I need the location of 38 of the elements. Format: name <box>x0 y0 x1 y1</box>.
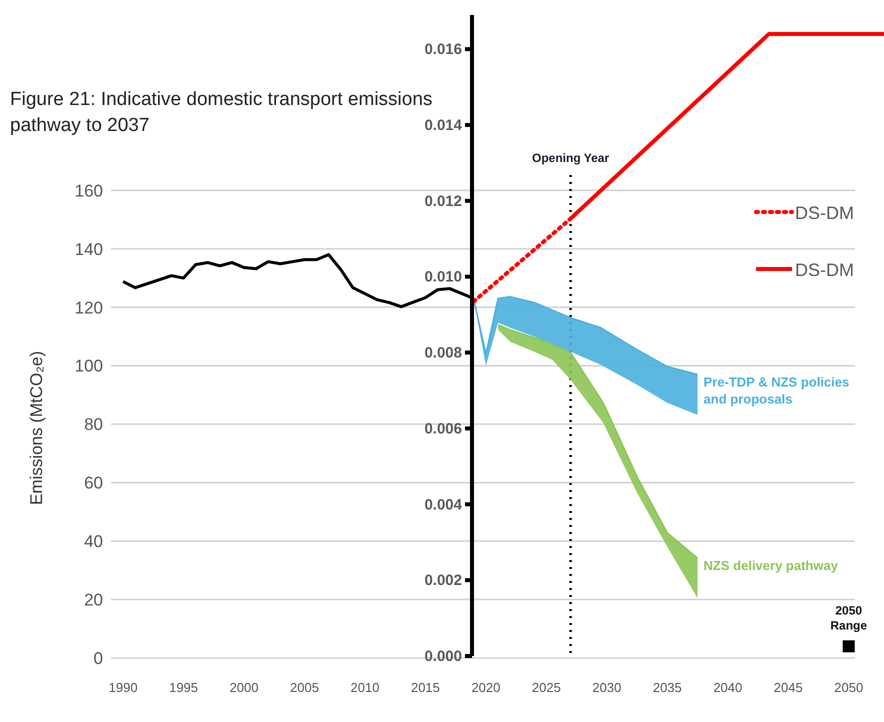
series-label: 2050 Range <box>830 603 868 632</box>
series-label: Pre-TDP & NZS policies and proposals <box>704 374 850 407</box>
x-tick-label: 2010 <box>350 680 380 695</box>
x-tick-label: 1995 <box>169 680 198 695</box>
legend-label: DS-DM <box>795 260 854 280</box>
x-tick-label: 2045 <box>774 680 803 695</box>
x-tick-label: 2015 <box>410 680 440 695</box>
y-tick-label: 20 <box>84 590 103 610</box>
x-tick-label: 2050 <box>834 680 864 695</box>
x-tick-label: 2005 <box>290 680 319 695</box>
y-tick-label: 100 <box>74 356 103 376</box>
y2-tick-label: 0.010 <box>424 268 462 286</box>
x-tick-label: 2035 <box>652 680 682 695</box>
y2-tick-label: 0.012 <box>424 192 462 210</box>
y-tick-label: 160 <box>74 181 103 200</box>
x-tick-label: 2025 <box>532 680 561 695</box>
y-axis-title: Emissions (MtCO₂e) <box>27 351 46 505</box>
x-tick-label: 2000 <box>230 680 258 695</box>
legend-label: DS-DM <box>795 203 854 223</box>
y2-tick-label: 0.004 <box>424 496 463 514</box>
series-label: NZS delivery pathway <box>704 558 839 574</box>
x-tick-label: 2030 <box>592 680 622 695</box>
y2-tick-label: 0.006 <box>424 420 462 438</box>
y2-tick-label: 0.014 <box>424 116 463 134</box>
y2-tick-label: 0.016 <box>424 41 462 58</box>
y-tick-label: 60 <box>84 474 103 493</box>
y-tick-label: 40 <box>84 532 103 552</box>
x-tick-label: 1990 <box>108 680 138 695</box>
x-tick-label: 2020 <box>471 680 500 695</box>
y-tick-label: 140 <box>74 240 103 259</box>
y2-tick-label: 0.000 <box>424 648 462 665</box>
y-tick-label: 80 <box>84 415 103 434</box>
y-tick-label: 120 <box>74 298 103 318</box>
x-tick-label: 2040 <box>713 680 742 695</box>
y2-tick-label: 0.002 <box>424 572 462 590</box>
y-tick-label: 0 <box>94 649 103 668</box>
y2-tick-label: 0.008 <box>424 344 462 362</box>
ref-line-label: Opening Year <box>532 151 610 165</box>
